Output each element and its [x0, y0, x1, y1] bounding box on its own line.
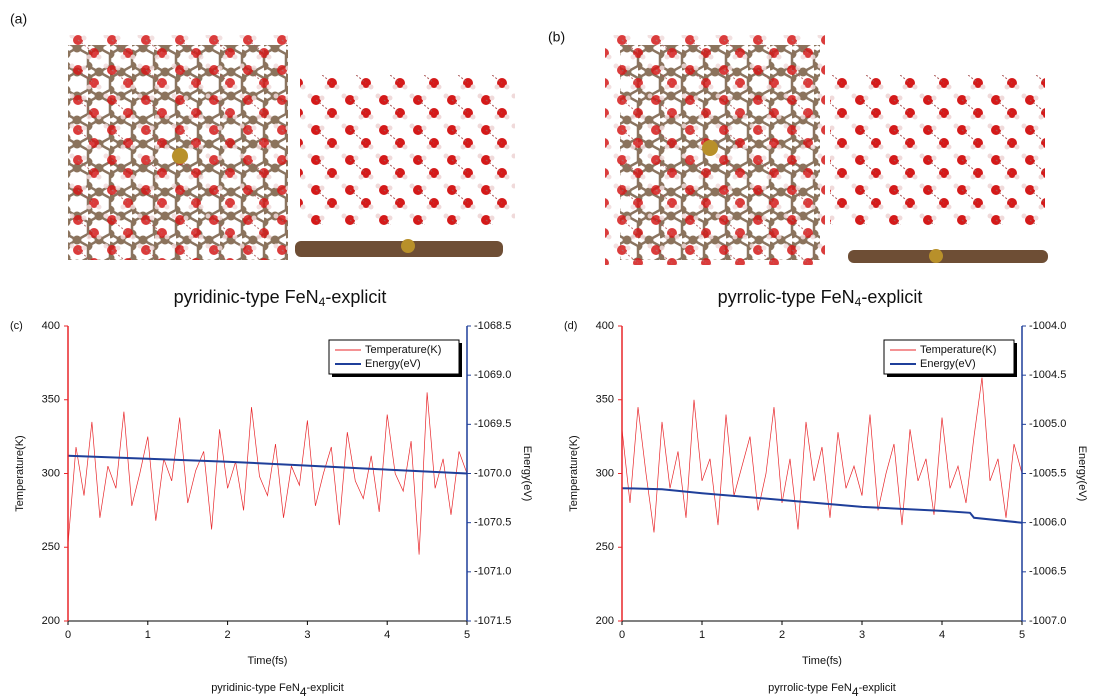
y-axis-label: Temperature(K) — [568, 435, 580, 511]
x-tick-label: 3 — [859, 629, 865, 641]
y2-tick-label: -1004.0 — [1029, 320, 1066, 332]
y2-axis-label: Energy(eV) — [521, 446, 533, 502]
caption-part: pyridinic-type FeN — [211, 682, 300, 694]
x-tick-label: 0 — [619, 629, 625, 641]
y2-tick-label: -1005.5 — [1029, 467, 1066, 479]
legend-label: Energy(eV) — [920, 358, 976, 370]
x-tick-label: 4 — [384, 629, 390, 641]
y2-tick-label: -1006.5 — [1029, 566, 1066, 578]
y2-tick-label: -1068.5 — [474, 320, 511, 332]
y-tick-label: 350 — [596, 394, 614, 406]
series-line — [67, 392, 468, 555]
y-tick-label: 350 — [42, 394, 60, 406]
x-tick-label: 1 — [145, 629, 151, 641]
caption-part: pyrrolic-type FeN — [768, 682, 852, 694]
y2-tick-label: -1004.5 — [1029, 369, 1066, 381]
legend — [883, 339, 1015, 375]
legend — [328, 339, 460, 375]
x-tick-label: 0 — [65, 629, 71, 641]
caption-part: pyridinic-type FeN — [174, 287, 319, 307]
y2-axis-label: Energy(eV) — [1076, 446, 1088, 502]
x-axis-label: Time(fs) — [802, 655, 842, 667]
structure-b — [605, 35, 1048, 265]
x-tick-label: 3 — [304, 629, 310, 641]
panel-label: (a) — [10, 11, 27, 27]
x-tick-label: 2 — [225, 629, 231, 641]
y-tick-label: 250 — [42, 541, 60, 553]
y2-tick-label: -1007.0 — [1029, 615, 1066, 627]
y2-tick-label: -1071.5 — [474, 615, 511, 627]
y-tick-label: 400 — [42, 320, 60, 332]
caption: pyridinic-type FeN4-explicit — [174, 287, 387, 309]
x-tick-label: 4 — [939, 629, 945, 641]
y2-tick-label: -1070.5 — [474, 517, 511, 529]
caption: pyrrolic-type FeN4-explicit — [718, 287, 923, 309]
caption-part: -explicit — [325, 287, 386, 307]
x-tick-label: 2 — [779, 629, 785, 641]
y2-tick-label: -1069.5 — [474, 418, 511, 430]
caption: pyrrolic-type FeN4-explicit — [768, 682, 896, 699]
series-line — [67, 454, 468, 475]
y2-tick-label: -1069.0 — [474, 369, 511, 381]
caption: pyridinic-type FeN4-explicit — [211, 682, 344, 699]
x-tick-label: 5 — [464, 629, 470, 641]
y-tick-label: 250 — [596, 541, 614, 553]
panel-label: (d) — [564, 320, 577, 332]
caption-part: -explicit — [307, 682, 344, 694]
series-line — [621, 377, 1023, 533]
caption-part: pyrrolic-type FeN — [718, 287, 855, 307]
y-tick-label: 300 — [42, 467, 60, 479]
caption-part: 4 — [852, 685, 859, 699]
y-axis-label: Temperature(K) — [14, 435, 26, 511]
caption-part: 4 — [319, 295, 326, 309]
y-tick-label: 200 — [596, 615, 614, 627]
series-line — [621, 487, 1023, 524]
panel-label: (c) — [10, 320, 23, 332]
legend-label: Energy(eV) — [365, 358, 421, 370]
caption-part: 4 — [855, 295, 862, 309]
caption-part: -explicit — [861, 287, 922, 307]
panel-label: (b) — [548, 29, 565, 45]
y-tick-label: 400 — [596, 320, 614, 332]
y2-tick-label: -1006.0 — [1029, 517, 1066, 529]
caption-part: -explicit — [859, 682, 896, 694]
x-tick-label: 1 — [699, 629, 705, 641]
y2-tick-label: -1071.0 — [474, 566, 511, 578]
x-axis-label: Time(fs) — [248, 655, 288, 667]
x-tick-label: 5 — [1019, 629, 1025, 641]
y2-tick-label: -1005.0 — [1029, 418, 1066, 430]
y-tick-label: 200 — [42, 615, 60, 627]
legend-label: Temperature(K) — [365, 344, 441, 356]
legend-label: Temperature(K) — [920, 344, 996, 356]
y2-tick-label: -1070.0 — [474, 467, 511, 479]
caption-part: 4 — [300, 685, 307, 699]
y-tick-label: 300 — [596, 467, 614, 479]
structure-a — [68, 35, 515, 260]
